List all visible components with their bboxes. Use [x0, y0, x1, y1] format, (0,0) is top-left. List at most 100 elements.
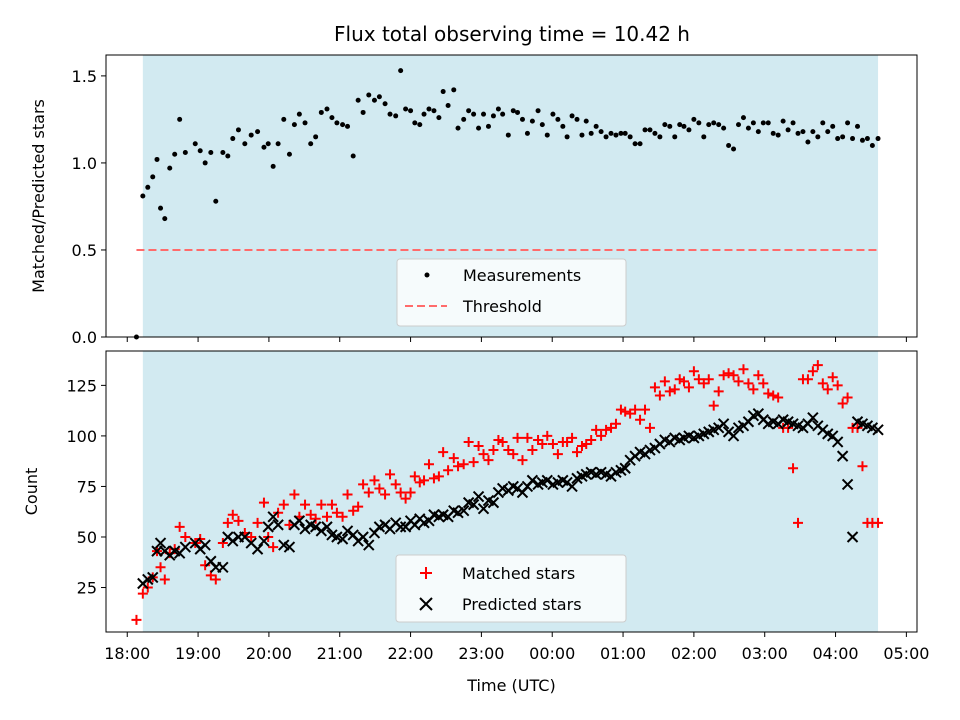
- measurement-point: [445, 102, 451, 108]
- measurement-points: [133, 68, 881, 340]
- matched-star-point: [222, 517, 233, 528]
- matched-star-point: [395, 487, 406, 498]
- measurement-point: [574, 116, 580, 122]
- measurement-point: [505, 132, 511, 138]
- predicted-star-point: [251, 543, 264, 555]
- measurement-point: [795, 130, 801, 136]
- ratio-legend: Measurements Threshold: [396, 258, 627, 327]
- measurement-point: [230, 136, 236, 142]
- matched-star-point: [358, 479, 369, 490]
- measurement-point: [740, 115, 746, 121]
- matched-star-point: [233, 515, 244, 526]
- matched-star-point: [743, 378, 754, 389]
- measurement-point: [736, 122, 742, 128]
- measurement-point: [760, 120, 766, 126]
- predicted-star-point: [336, 533, 349, 545]
- predicted-star-point: [619, 462, 631, 474]
- matched-star-point: [788, 463, 799, 474]
- measurement-point: [225, 153, 231, 159]
- matched-star-point: [664, 386, 675, 397]
- measurement-point: [313, 134, 319, 140]
- matched-star-point: [174, 521, 185, 532]
- matched-star-point: [669, 384, 680, 395]
- matched-star-point: [433, 471, 444, 482]
- measurement-point: [785, 127, 791, 133]
- matched-star-point: [723, 368, 734, 379]
- matched-star-point: [567, 432, 578, 443]
- time-x-tick-label: 22:00: [388, 644, 434, 663]
- matched-star-point: [572, 447, 583, 458]
- measurement-point: [461, 116, 467, 122]
- matched-star-point: [807, 366, 818, 377]
- measurement-point: [855, 123, 861, 129]
- matched-star-point: [748, 384, 759, 395]
- measurement-point: [544, 132, 550, 138]
- matched-star-point: [552, 449, 563, 460]
- matched-star-point: [137, 588, 148, 599]
- measurement-point: [696, 120, 702, 126]
- measurement-point: [436, 115, 442, 121]
- predicted-star-points: [137, 407, 884, 590]
- measurement-point: [340, 122, 346, 128]
- matched-star-point: [428, 473, 439, 484]
- predicted-star-point: [227, 535, 239, 547]
- measurement-point: [140, 193, 146, 199]
- measurement-point: [440, 89, 446, 95]
- measurement-point: [835, 136, 841, 142]
- measurement-point: [627, 134, 633, 140]
- matched-star-point: [405, 487, 416, 498]
- matched-star-point: [527, 445, 538, 456]
- measurement-point: [622, 130, 628, 136]
- legend-matched-stars: Matched stars: [462, 564, 575, 583]
- measurement-point: [302, 120, 308, 126]
- matched-star-point: [423, 459, 434, 470]
- measurement-point: [308, 141, 314, 147]
- measurement-point: [408, 108, 414, 114]
- measurement-point: [745, 125, 751, 131]
- measurement-point: [360, 109, 366, 115]
- measurement-point: [652, 130, 658, 136]
- matched-star-point: [542, 430, 553, 441]
- measurement-point: [731, 146, 737, 152]
- matched-star-point: [353, 501, 364, 512]
- predicted-star-point: [727, 430, 740, 442]
- measurement-point: [775, 132, 781, 138]
- ratio-y-tick-label: 0.5: [72, 241, 97, 260]
- ratio-panel: 0.0 0.5 1.0 1.5 Matched/Predicted stars Mea…: [29, 54, 918, 347]
- measurement-point: [711, 120, 717, 126]
- count-y-tick-label: 75: [77, 477, 97, 496]
- count-y-tick-label: 50: [77, 528, 97, 547]
- count-y-label: Count: [22, 468, 41, 516]
- matched-star-point: [497, 436, 508, 447]
- measurement-point: [431, 108, 437, 114]
- measurement-point: [535, 108, 541, 114]
- matched-star-point: [488, 445, 499, 456]
- count-legend-box: [395, 554, 627, 623]
- predicted-star-point: [566, 480, 578, 493]
- measurement-point: [382, 101, 388, 107]
- matched-star-point: [310, 513, 321, 524]
- time-x-tick-label: 03:00: [742, 644, 788, 663]
- predicted-star-point: [807, 412, 819, 424]
- ratio-y-label: Matched/Predicted stars: [29, 99, 48, 293]
- measurement-point: [815, 134, 821, 140]
- matched-star-point: [380, 489, 391, 500]
- measurement-point: [667, 123, 673, 129]
- matched-star-point: [644, 422, 655, 433]
- measurement-point: [686, 127, 692, 133]
- matched-star-point: [331, 507, 342, 518]
- count-y-tick-label: 25: [77, 579, 97, 598]
- matched-star-point: [517, 455, 528, 466]
- measurement-point: [145, 184, 151, 190]
- measurement-point: [524, 130, 530, 136]
- matched-star-point: [763, 388, 774, 399]
- measurement-point: [281, 116, 287, 122]
- matched-star-point: [793, 517, 804, 528]
- measurement-point: [583, 118, 589, 124]
- measurement-point: [721, 125, 727, 131]
- matched-star-point: [227, 509, 238, 520]
- predicted-star-point: [341, 525, 354, 537]
- measurement-point: [500, 111, 506, 117]
- matched-star-point: [483, 455, 494, 466]
- predicted-star-point: [147, 571, 159, 584]
